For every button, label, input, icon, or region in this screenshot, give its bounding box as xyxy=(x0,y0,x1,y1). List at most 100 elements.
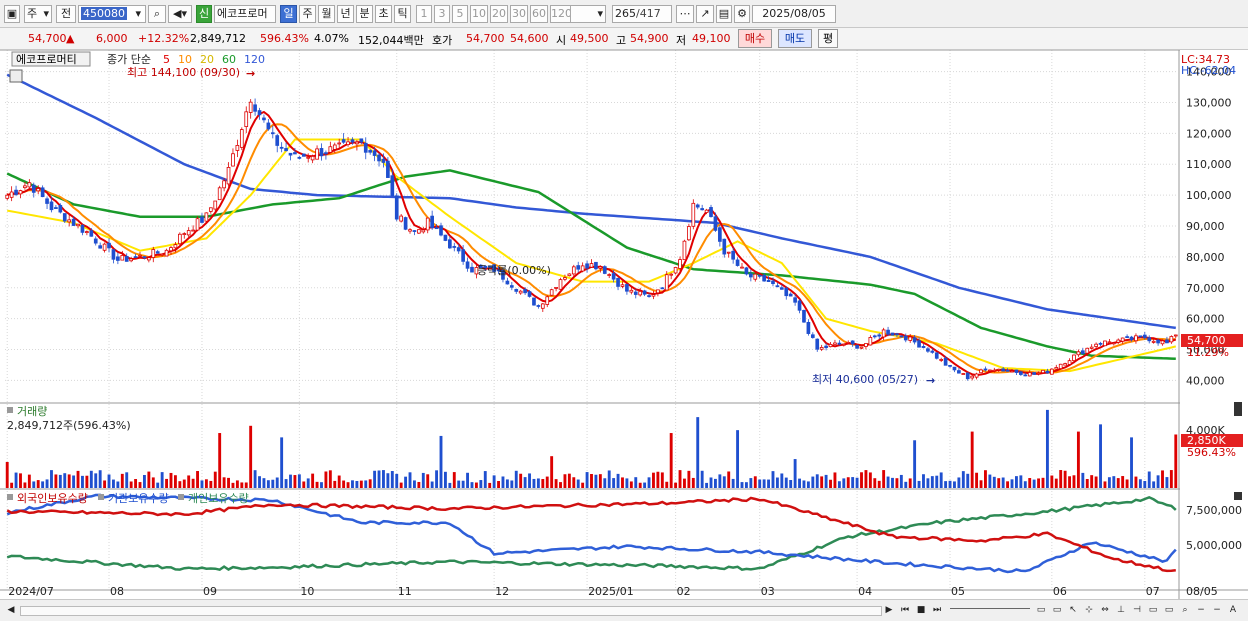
volume-bar xyxy=(443,471,447,488)
period-tab-6[interactable]: 틱 xyxy=(394,5,411,23)
volume-bar xyxy=(598,474,602,488)
volume-bar xyxy=(523,477,527,488)
period-tab-3[interactable]: 년 xyxy=(337,5,354,23)
chart-scrollbar[interactable]: ◀ ▶ ⏮ ■ ⏭ ▭ ▭ ↖ ⊹ ⇔ ⊥ ⊣ ▭ ▭ ⌕ − − A xyxy=(0,599,1248,621)
candle xyxy=(695,203,700,210)
volume-bar xyxy=(877,480,881,488)
date-field[interactable]: 2025/08/05 xyxy=(752,5,836,23)
candle xyxy=(903,333,908,343)
period-tab-2[interactable]: 월 xyxy=(318,5,335,23)
interval-tab-1[interactable]: 1 xyxy=(416,5,432,23)
candle xyxy=(921,344,926,349)
interval-tab-30[interactable]: 30 xyxy=(510,5,528,23)
zoom-slider[interactable] xyxy=(950,608,1030,613)
font-icon[interactable]: A xyxy=(1229,605,1237,615)
interval-tab-10[interactable]: 10 xyxy=(470,5,488,23)
candle xyxy=(270,125,275,139)
stock-code-input[interactable]: 450080 ▾ xyxy=(78,5,146,23)
interval-tab-120[interactable]: 120 xyxy=(550,5,572,23)
period-tab-4[interactable]: 분 xyxy=(356,5,373,23)
candle xyxy=(983,366,988,372)
stock-name-field[interactable]: 에코프로머 xyxy=(214,5,276,23)
gear-icon[interactable]: ⚙ xyxy=(734,5,750,23)
eval-button[interactable]: 평 xyxy=(818,29,838,48)
box-icon[interactable]: ▭ xyxy=(1148,605,1158,615)
candle xyxy=(1014,369,1019,375)
price-tick-label: 120,000 xyxy=(1186,127,1232,140)
hc-label: HC:-62.04 xyxy=(1181,64,1236,77)
interval-tab-5[interactable]: 5 xyxy=(452,5,468,23)
volume-bar xyxy=(758,479,762,488)
volume-bar xyxy=(1165,477,1169,488)
search-icon[interactable]: ⌕ xyxy=(148,5,166,23)
scroll-right-icon[interactable]: ▶ xyxy=(885,605,893,615)
period-tab-0[interactable]: 일 xyxy=(280,5,297,23)
dash-icon[interactable]: − xyxy=(1213,605,1221,615)
crosshair-icon[interactable]: ⊹ xyxy=(1085,605,1093,615)
candle xyxy=(208,207,213,214)
layout-icon[interactable]: ▣ xyxy=(4,5,20,23)
candle xyxy=(930,348,935,354)
sound-icon[interactable]: ◀▾ xyxy=(168,5,192,23)
market-select[interactable]: 주 ▾ xyxy=(24,5,52,23)
buy-button[interactable]: 매수 xyxy=(738,29,772,48)
board-button[interactable]: 전 xyxy=(56,5,76,23)
candle xyxy=(527,290,532,298)
arrows-icon[interactable]: ⇔ xyxy=(1101,605,1109,615)
minus-icon[interactable]: − xyxy=(1197,605,1205,615)
volume-bar xyxy=(1161,470,1164,488)
candle xyxy=(943,355,948,366)
interval-tab-60[interactable]: 60 xyxy=(530,5,548,23)
count-field[interactable]: 265/417 xyxy=(612,5,672,23)
turnover-value: 4.07% xyxy=(314,32,349,45)
volume-bar xyxy=(669,433,673,488)
zoom-icon[interactable]: ⌕ xyxy=(1182,605,1188,615)
volume-bar xyxy=(749,478,753,488)
arrow-icon[interactable]: ↖ xyxy=(1069,605,1077,615)
interval-tab-20[interactable]: 20 xyxy=(490,5,508,23)
candle xyxy=(1058,363,1063,369)
stock-chart[interactable]: 40,00050,00060,00070,00080,00090,000100,… xyxy=(0,50,1248,599)
holdings-marker-icon xyxy=(178,494,184,500)
period-tab-5[interactable]: 초 xyxy=(375,5,392,23)
open-label: 시 xyxy=(556,34,567,47)
volume-bar xyxy=(1059,470,1063,488)
grid-icon[interactable]: ⋯ xyxy=(676,5,694,23)
candle xyxy=(288,152,293,161)
candle xyxy=(718,225,722,247)
candle xyxy=(80,224,85,236)
scroll-left-icon[interactable]: ◀ xyxy=(7,605,15,615)
period-tab-1[interactable]: 주 xyxy=(299,5,316,23)
candle xyxy=(731,247,735,264)
volume-bar xyxy=(470,482,474,488)
window2-icon[interactable]: ▭ xyxy=(1052,605,1062,615)
window-icon[interactable]: ▭ xyxy=(1036,605,1046,615)
candle xyxy=(1111,342,1116,346)
volume-bar xyxy=(293,475,297,488)
stop-icon[interactable]: ■ xyxy=(916,605,926,615)
box2-icon[interactable]: ▭ xyxy=(1164,605,1174,615)
legend-period: 120 xyxy=(244,53,265,66)
candle xyxy=(443,234,448,242)
bar-icon[interactable]: ⊥ xyxy=(1117,605,1125,615)
volume-bar xyxy=(935,475,939,488)
scroll-track[interactable] xyxy=(20,606,882,616)
new-button[interactable]: 신 xyxy=(196,5,212,23)
volume-bar xyxy=(851,477,855,488)
rewind-icon[interactable]: ⏮ xyxy=(900,605,910,615)
interval-select[interactable]: ▾ xyxy=(570,5,606,23)
interval-tab-3[interactable]: 3 xyxy=(434,5,450,23)
save-icon[interactable]: ▤ xyxy=(716,5,732,23)
volume-bar xyxy=(545,476,549,488)
volume-bar xyxy=(736,430,740,488)
volume-bar xyxy=(536,478,540,488)
forward-icon[interactable]: ⏭ xyxy=(932,605,942,615)
volume-bar xyxy=(439,435,443,488)
amount-value: 152,044백만 xyxy=(358,34,424,47)
hbar-icon[interactable]: ⊣ xyxy=(1133,605,1141,615)
draw-icon[interactable]: ↗ xyxy=(696,5,714,23)
candle xyxy=(837,340,842,346)
volume-bar xyxy=(975,472,979,488)
candle xyxy=(855,344,859,349)
sell-button[interactable]: 매도 xyxy=(778,29,812,48)
